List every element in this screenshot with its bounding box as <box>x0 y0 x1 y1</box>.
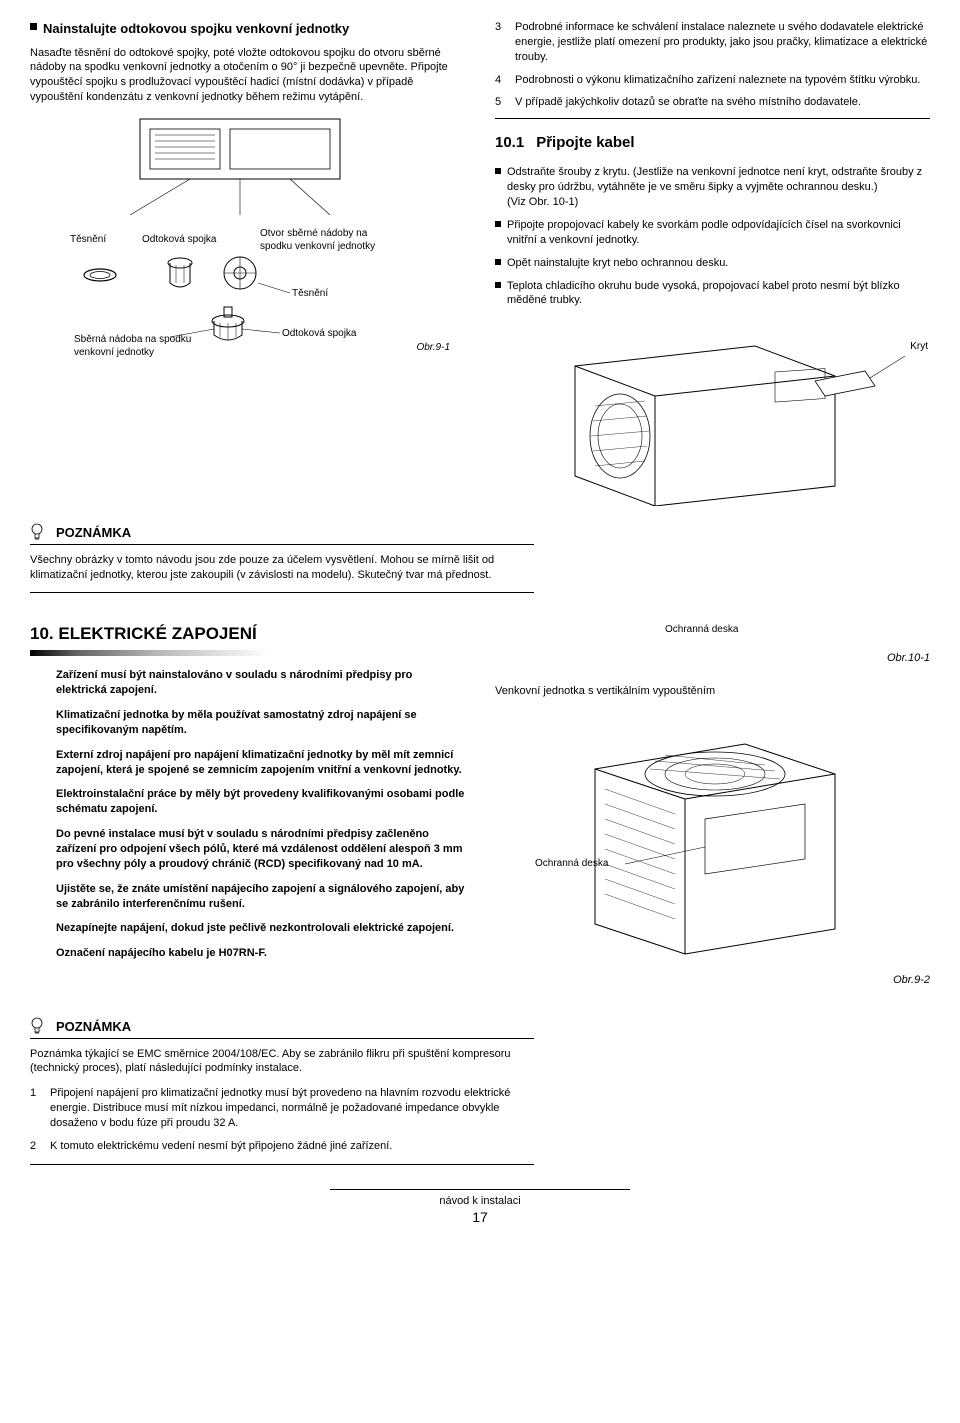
req-item: Klimatizační jednotka by měla používat s… <box>56 708 465 738</box>
label-tesneni-2: Těsnění <box>292 287 328 301</box>
label-ochranna-1: Ochranná deska <box>665 623 738 637</box>
section-10-1-head: 10.1 Připojte kabel <box>495 133 930 153</box>
req-item: Nezapínejte napájení, dokud jste pečlivě… <box>56 921 465 936</box>
label-kryt: Kryt <box>910 340 928 354</box>
note-rule <box>30 1164 534 1165</box>
section-10-title: 10. ELEKTRICKÉ ZAPOJENÍ <box>30 623 465 646</box>
req-item: Do pevné instalace musí být v souladu s … <box>56 827 465 872</box>
list-number: 4 <box>495 73 515 88</box>
divider <box>495 118 930 119</box>
req-item: Externí zdroj napájení pro napájení klim… <box>56 748 465 778</box>
list-text: Podrobné informace ke schválení instalac… <box>515 20 930 65</box>
info-numbered-list: 3Podrobné informace ke schválení instala… <box>495 20 930 110</box>
list-text: Opět nainstalujte kryt nebo ochrannou de… <box>507 256 728 271</box>
figure-9-1: Těsnění Odtoková spojka Otvor sběrné nád… <box>30 115 450 355</box>
section-10-left: 10. ELEKTRICKÉ ZAPOJENÍ Zařízení musí bý… <box>30 617 465 988</box>
list-number: 1 <box>30 1086 50 1131</box>
square-bullet-icon <box>495 259 501 265</box>
list-text: K tomuto elektrickému vedení nesmí být p… <box>50 1139 392 1154</box>
top-left-col: Nainstalujte odtokovou spojku venkovní j… <box>30 20 465 506</box>
list-text: Teplota chladicího okruhu bude vysoká, p… <box>507 279 930 309</box>
note-box-1: POZNÁMKA Všechny obrázky v tomto návodu … <box>30 524 534 593</box>
label-ochranna-2: Ochranná deska <box>535 857 608 871</box>
vertical-drain-title: Venkovní jednotka s vertikálním vypouště… <box>495 684 930 699</box>
list-number: 5 <box>495 95 515 110</box>
list-number: 3 <box>495 20 515 65</box>
label-obr-9-1: Obr.9-1 <box>416 341 450 355</box>
list-number: 2 <box>30 1139 50 1154</box>
top-right-col: 3Podrobné informace ke schválení instala… <box>495 20 930 506</box>
outdoor-unit-svg-1 <box>495 316 915 506</box>
square-bullet-icon <box>495 221 501 227</box>
note-2-list: 1Připojení napájení pro klimatizační jed… <box>30 1086 534 1153</box>
list-item: Opět nainstalujte kryt nebo ochrannou de… <box>495 256 930 271</box>
square-bullet-icon <box>30 23 37 30</box>
section-10-columns: 10. ELEKTRICKÉ ZAPOJENÍ Zařízení musí bý… <box>30 617 930 988</box>
section-10-1-title: Připojte kabel <box>536 134 634 151</box>
label-odtok-2: Odtoková spojka <box>282 327 357 341</box>
list-item: 5V případě jakýchkoliv dotazů se obraťte… <box>495 95 930 110</box>
list-text: Připojte propojovací kabely ke svorkám p… <box>507 218 930 248</box>
note-1-body: Všechny obrázky v tomto návodu jsou zde … <box>30 553 534 583</box>
note-rule <box>30 544 534 545</box>
list-text: Připojení napájení pro klimatizační jedn… <box>50 1086 534 1131</box>
req-item: Ujistěte se, že znáte umístění napájecíh… <box>56 882 465 912</box>
list-item: 4Podrobnosti o výkonu klimatizačního zař… <box>495 73 930 88</box>
figure-outdoor-unit-1: Kryt <box>495 316 930 506</box>
note-1-title: POZNÁMKA <box>56 524 534 542</box>
req-item: Elektroinstalační práce by měly být prov… <box>56 787 465 817</box>
list-item: Odstraňte šrouby z krytu. (Jestliže na v… <box>495 165 930 210</box>
footer-text: návod k instalaci <box>30 1194 930 1209</box>
list-item: 1Připojení napájení pro klimatizační jed… <box>30 1086 534 1131</box>
list-text: Odstraňte šrouby z krytu. (Jestliže na v… <box>507 165 930 210</box>
lightbulb-icon <box>30 1016 44 1036</box>
note-2-title: POZNÁMKA <box>56 1018 534 1036</box>
ochranna-callout-top: Ochranná deska <box>495 617 930 647</box>
list-item: Připojte propojovací kabely ke svorkám p… <box>495 218 930 248</box>
label-obr-10-1: Obr.10-1 <box>495 651 930 666</box>
install-drain-title: Nainstalujte odtokovou spojku venkovní j… <box>30 20 465 38</box>
note-box-2: POZNÁMKA Poznámka týkající se EMC směrni… <box>30 1018 534 1165</box>
list-item: 2K tomuto elektrickému vedení nesmí být … <box>30 1139 534 1154</box>
list-item: Teplota chladicího okruhu bude vysoká, p… <box>495 279 930 309</box>
section-10-right: Ochranná deska Obr.10-1 Venkovní jednotk… <box>495 617 930 988</box>
lightbulb-icon <box>30 522 44 542</box>
electrical-requirements-list: Zařízení musí být nainstalováno v soulad… <box>56 668 465 961</box>
figure-outdoor-unit-2: Ochranná deska <box>495 709 930 969</box>
footer-rule <box>330 1189 630 1190</box>
page-number: 17 <box>30 1208 930 1227</box>
note-rule <box>30 592 534 593</box>
page-footer: návod k instalaci 17 <box>30 1189 930 1228</box>
req-item: Označení napájecího kabelu je H07RN-F. <box>56 946 465 961</box>
gradient-bar <box>30 650 269 656</box>
note-rule <box>30 1038 534 1039</box>
list-item: 3Podrobné informace ke schválení instala… <box>495 20 930 65</box>
label-odtok-1: Odtoková spojka <box>142 233 217 247</box>
install-drain-title-text: Nainstalujte odtokovou spojku venkovní j… <box>43 20 349 38</box>
label-obr-9-2: Obr.9-2 <box>495 973 930 988</box>
label-tesneni-1: Těsnění <box>70 233 106 247</box>
cable-bullet-list: Odstraňte šrouby z krytu. (Jestliže na v… <box>495 165 930 308</box>
top-columns: Nainstalujte odtokovou spojku venkovní j… <box>30 20 930 506</box>
list-text: Podrobnosti o výkonu klimatizačního zaří… <box>515 73 920 88</box>
square-bullet-icon <box>495 282 501 288</box>
label-sberna: Sběrná nádoba na spodku venkovní jednotk… <box>74 333 194 360</box>
install-drain-para: Nasaďte těsnění do odtokové spojky, poté… <box>30 46 465 105</box>
label-otvor: Otvor sběrné nádoby na spodku venkovní j… <box>260 227 400 254</box>
section-10-1-num: 10.1 <box>495 134 524 151</box>
list-text: V případě jakýchkoliv dotazů se obraťte … <box>515 95 861 110</box>
square-bullet-icon <box>495 168 501 174</box>
outdoor-unit-svg-2 <box>495 709 915 969</box>
note-2-intro: Poznámka týkající se EMC směrnice 2004/1… <box>30 1047 534 1077</box>
req-item: Zařízení musí být nainstalováno v soulad… <box>56 668 465 698</box>
